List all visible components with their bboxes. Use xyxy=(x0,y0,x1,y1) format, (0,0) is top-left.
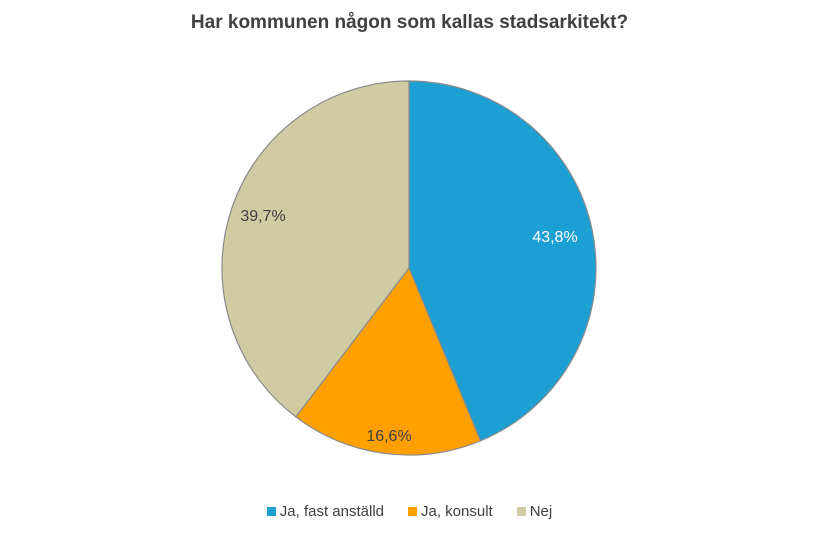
legend-swatch-nej xyxy=(516,507,526,516)
legend-label-nej: Nej xyxy=(529,503,553,520)
pie-slice-nej xyxy=(221,80,410,418)
legend-item-fast-anstalld: Ja, fast anställd xyxy=(266,503,384,520)
legend-swatch-fast-anstalld xyxy=(266,507,276,516)
data-label-konsult: 16,6% xyxy=(366,428,411,445)
legend-label-fast-anstalld: Ja, fast anställd xyxy=(279,503,384,520)
pie-slice-konsult xyxy=(295,266,482,456)
data-label-nej: 39,7% xyxy=(240,208,285,225)
chart-legend: Ja, fast anställd Ja, konsult Nej xyxy=(0,503,819,520)
data-label-fast-anstalld: 43,8% xyxy=(532,229,577,246)
chart-title: Har kommunen någon som kallas stadsarkit… xyxy=(190,12,629,33)
legend-item-konsult: Ja, konsult xyxy=(408,503,493,520)
legend-swatch-konsult xyxy=(408,507,417,516)
pie-slice-fast-anstalld xyxy=(408,80,597,442)
legend-label-konsult: Ja, konsult xyxy=(421,503,493,520)
legend-item-nej: Nej xyxy=(516,503,553,520)
